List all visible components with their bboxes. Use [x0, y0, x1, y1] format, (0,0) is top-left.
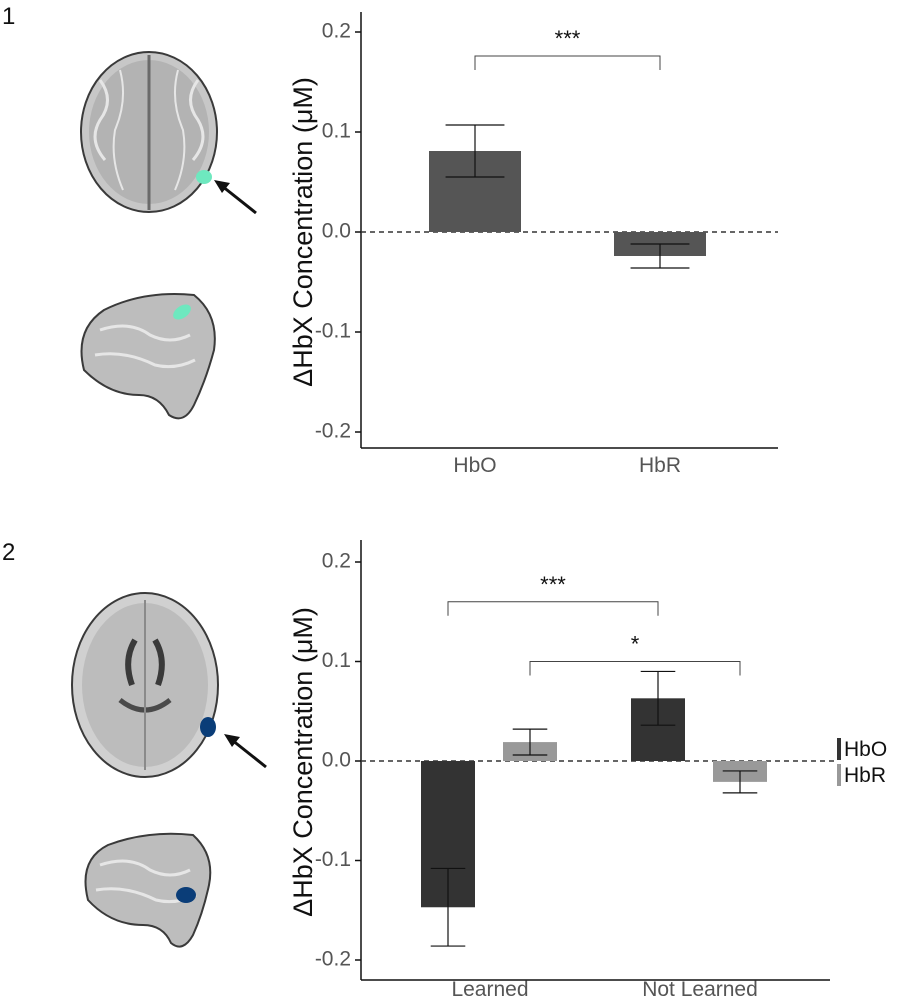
brain-sagittal-image-1	[80, 293, 216, 420]
x-tick-label: HbO	[453, 454, 496, 477]
chart-1: ΔHbX Concentration (μM) 0.2 0.1 0.0 -0.1 -0.…	[288, 12, 778, 477]
y-tick-label: 0.1	[322, 120, 351, 143]
legend-label: HbR	[844, 764, 886, 787]
legend-swatch	[837, 738, 841, 760]
y-tick-label: -0.1	[315, 320, 351, 343]
y-axis-label-2: ΔHbX Concentration (μM)	[288, 607, 318, 917]
roi-highlight-2b	[176, 887, 196, 903]
y-tick-label: -0.1	[315, 848, 351, 871]
panel-label-2: 2	[2, 539, 15, 566]
y-tick-label: -0.2	[315, 420, 351, 443]
significance-bracket	[447, 601, 659, 616]
y-tick-label: 0.0	[322, 749, 351, 772]
brain-sagittal-image-2	[84, 832, 212, 948]
significance-label: ***	[555, 26, 581, 51]
brain-axial-image-2	[71, 592, 219, 778]
y-axis-label-1: ΔHbX Concentration (μM)	[288, 77, 318, 387]
roi-highlight-1a	[196, 170, 212, 184]
y-tick-label: 0.2	[322, 550, 351, 573]
y-tick-label: 0.0	[322, 220, 351, 243]
brain-axial-image-1	[80, 51, 218, 213]
legend: HbO HbR	[837, 738, 887, 787]
y-tick-label: 0.1	[322, 649, 351, 672]
x-tick-label: Learned	[451, 978, 528, 1000]
y-tick-label: 0.2	[322, 20, 351, 43]
significance-label: *	[631, 632, 640, 657]
significance-label: ***	[540, 572, 566, 597]
significance-bracket	[474, 55, 661, 70]
arrow-icon-2	[224, 734, 267, 769]
chart-2: ΔHbX Concentration (μM) 0.2 0.1 0.0 -0.1 -0.…	[288, 540, 887, 1000]
legend-label: HbO	[844, 738, 887, 761]
y-tick-label: -0.2	[315, 948, 351, 971]
arrow-icon-1	[214, 180, 257, 215]
significance-bracket	[529, 661, 741, 676]
roi-highlight-2a	[200, 717, 216, 737]
x-tick-label: HbR	[639, 454, 681, 477]
panel-label-1: 1	[2, 3, 15, 30]
x-tick-label: Not Learned	[642, 978, 758, 1000]
roi-highlight-1b	[173, 304, 191, 320]
legend-swatch	[837, 764, 841, 786]
